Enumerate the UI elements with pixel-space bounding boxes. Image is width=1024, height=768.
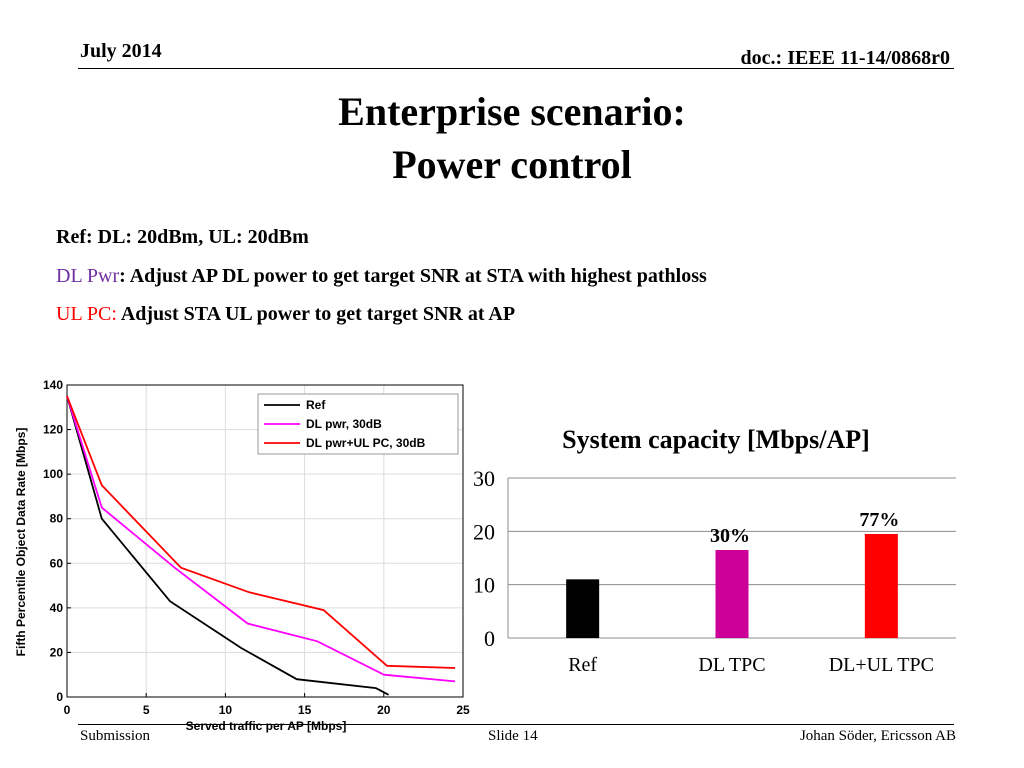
line-chart-legend-label: DL pwr, 30dB: [306, 417, 382, 431]
bar-chart-y-tick-label: 20: [473, 519, 495, 544]
line-chart-x-tick-label: 20: [377, 703, 391, 717]
line-chart: 0 5 10 15 20 25 0 20 40 60 80 100 120 140 Ref DL pwr, 3…: [14, 378, 470, 733]
line-chart-y-axis-label: Fifth Percentile Object Data Rate [Mbps]: [14, 428, 28, 657]
bar-chart-data-label: 30%: [710, 525, 750, 547]
bullet-ul-text: Adjust STA UL power to get target SNR at…: [116, 303, 516, 325]
line-chart-x-tick-label: 0: [64, 703, 71, 717]
footer-slide-number: Slide 14: [488, 728, 538, 744]
bar-chart-category-label: DL TPC: [698, 654, 765, 676]
bullet-ul-label: UL PC:: [56, 303, 117, 325]
footer-author: Johan Söder, Ericsson AB: [799, 728, 956, 744]
header-date: July 2014: [80, 40, 162, 62]
bullet-ul-pc: UL PC: Adjust STA UL power to get target…: [56, 303, 515, 326]
bar-chart-y-tick-label: 0: [484, 626, 495, 651]
line-chart-plot-frame: [66, 384, 464, 698]
line-chart-legend-label: DL pwr+UL PC, 30dB: [306, 436, 426, 450]
bullet-dl-label: DL Pwr: [56, 265, 120, 287]
line-chart-y-tick-label: 0: [56, 690, 63, 704]
line-chart-x-tick-label: 15: [298, 703, 312, 717]
line-chart-y-tick-label: 80: [50, 512, 64, 526]
header-doc-id: doc.: IEEE 11-14/0868r0: [740, 47, 950, 69]
bar-chart-bar: [864, 534, 898, 638]
slide-title-line1: Enterprise scenario:: [338, 89, 686, 134]
line-chart-x-axis-label: Served traffic per AP [Mbps]: [186, 719, 347, 733]
footer-submission: Submission: [80, 728, 151, 744]
header-divider: [78, 68, 954, 69]
line-chart-y-tick-label: 140: [43, 378, 63, 392]
bar-chart: System capacity [Mbps/AP] 0 10 20 30 Ref DL TP…: [473, 425, 956, 676]
bar-chart-bar: [715, 550, 749, 638]
line-chart-series-line-1: [66, 395, 390, 696]
footer-divider: [78, 724, 954, 725]
bar-chart-category-label: DL+UL TPC: [829, 654, 934, 676]
line-chart-x-tick-label: 25: [456, 703, 470, 717]
bullet-ref: Ref: DL: 20dBm, UL: 20dBm: [56, 226, 309, 248]
line-chart-x-tick-label: 10: [219, 703, 233, 717]
line-chart-y-tick-label: 100: [43, 467, 63, 481]
slide-title-line2: Power control: [392, 142, 632, 187]
bar-chart-y-tick-label: 10: [473, 573, 495, 598]
line-chart-y-tick-label: 120: [43, 423, 63, 437]
line-chart-series-line-3: [66, 395, 456, 669]
line-chart-series-line-2: [66, 395, 456, 683]
bar-chart-category-label: Ref: [568, 654, 597, 676]
line-chart-x-tick-label: 5: [143, 703, 150, 717]
bullet-dl-text: : Adjust AP DL power to get target SNR a…: [119, 265, 707, 287]
line-chart-y-tick-label: 40: [50, 601, 64, 615]
line-chart-legend-label: Ref: [306, 398, 326, 412]
bar-chart-title: System capacity [Mbps/AP]: [562, 425, 870, 454]
bar-chart-y-tick-label: 30: [473, 466, 495, 491]
bar-chart-data-label: 77%: [859, 509, 899, 531]
line-chart-y-tick-label: 20: [50, 645, 64, 659]
bar-chart-bar: [566, 579, 600, 638]
bullet-dl-pwr: DL Pwr: Adjust AP DL power to get target…: [56, 265, 707, 288]
line-chart-y-tick-label: 60: [50, 556, 64, 570]
